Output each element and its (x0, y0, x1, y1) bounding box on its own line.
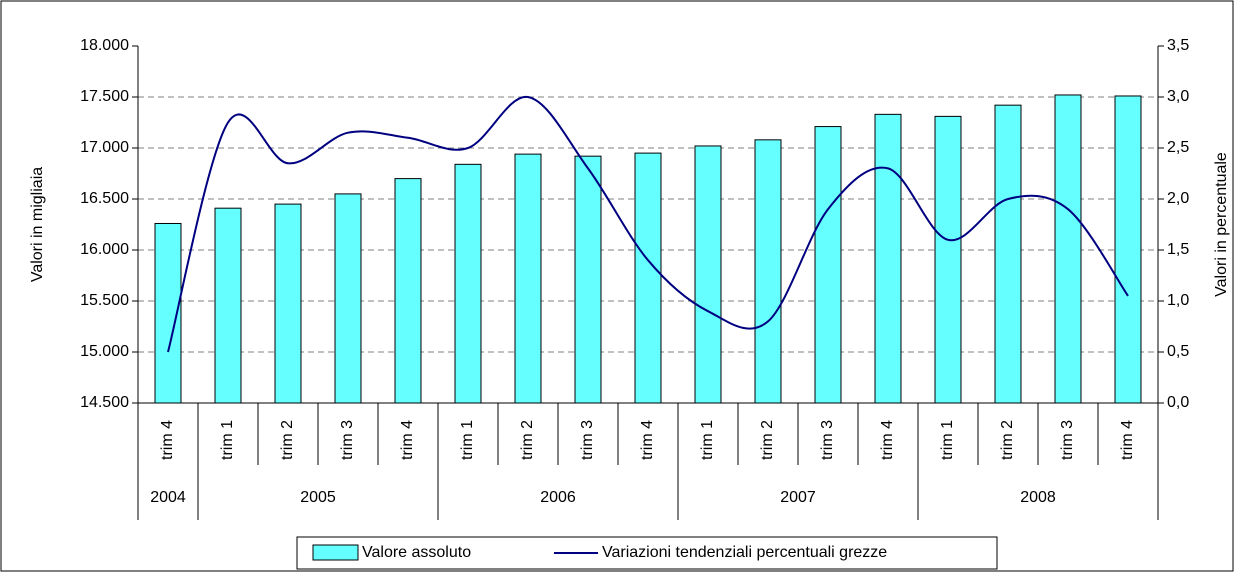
line-series (167, 95, 1129, 353)
x-tick-label: trim 4 (1119, 420, 1136, 460)
group-label: 2007 (780, 489, 816, 506)
x-tick-label: trim 4 (639, 420, 656, 460)
bar (694, 145, 722, 404)
legend-label: Variazioni tendenziali percentuali grezz… (602, 544, 887, 561)
x-tick-label: trim 2 (759, 420, 776, 460)
bar (334, 193, 362, 404)
y2-tick-label: 0,0 (1167, 394, 1189, 411)
bar (274, 203, 302, 404)
y-tick-label: 17.500 (80, 88, 129, 105)
group-label: 2008 (1020, 489, 1056, 506)
bar (754, 139, 782, 404)
bar (394, 178, 422, 404)
x-tick-label: trim 2 (519, 420, 536, 460)
legend: Valore assoluto Variazioni tendenziali pe… (296, 536, 998, 570)
bar (514, 153, 542, 404)
bar (634, 152, 662, 404)
x-tick-label: trim 3 (339, 420, 356, 460)
bar (214, 207, 242, 404)
bar (874, 113, 902, 404)
x-tick-label: trim 2 (999, 420, 1016, 460)
x-tick-label: trim 4 (879, 420, 896, 460)
bar (1114, 95, 1142, 404)
y2-tick-label: 3,0 (1167, 88, 1189, 105)
y-tick-label: 15.000 (80, 343, 129, 360)
y-tick-label: 17.000 (80, 139, 129, 156)
y-tick-label: 15.500 (80, 292, 129, 309)
bar (994, 104, 1022, 404)
y2-tick-label: 3,5 (1167, 37, 1189, 54)
y-tick-label: 18.000 (80, 37, 129, 54)
x-tick-label: trim 1 (219, 420, 236, 460)
bar (814, 126, 842, 404)
group-label: 2004 (150, 489, 186, 506)
x-tick-label: trim 3 (819, 420, 836, 460)
group-label: 2006 (540, 489, 576, 506)
y2-tick-label: 2,5 (1167, 139, 1189, 156)
y2-tick-label: 1,5 (1167, 241, 1189, 258)
y-tick-label: 16.000 (80, 241, 129, 258)
legend-label: Valore assoluto (362, 544, 471, 561)
x-tick-label: trim 4 (159, 420, 176, 460)
y2-tick-label: 0,5 (1167, 343, 1189, 360)
y2-tick-label: 2,0 (1167, 190, 1189, 207)
x-tick-label: trim 3 (579, 420, 596, 460)
legend-box (296, 536, 998, 570)
group-label: 2005 (300, 489, 336, 506)
x-tick-label: trim 1 (459, 420, 476, 460)
x-tick-label: trim 3 (1059, 420, 1076, 460)
x-tick-label: trim 1 (939, 420, 956, 460)
y-tick-label: 16.500 (80, 190, 129, 207)
bar (574, 155, 602, 404)
legend-swatch (312, 544, 359, 561)
y-tick-label: 14.500 (80, 394, 129, 411)
y2-tick-label: 1,0 (1167, 292, 1189, 309)
x-tick-label: trim 2 (279, 420, 296, 460)
bar (454, 163, 482, 404)
bar (1054, 94, 1082, 404)
x-tick-label: trim 1 (699, 420, 716, 460)
bar (934, 115, 962, 404)
y-axis-title: Valori in migliaia (29, 167, 46, 282)
x-tick-label: trim 4 (399, 420, 416, 460)
y2-axis-title: Valori in percentuale (1213, 152, 1230, 297)
